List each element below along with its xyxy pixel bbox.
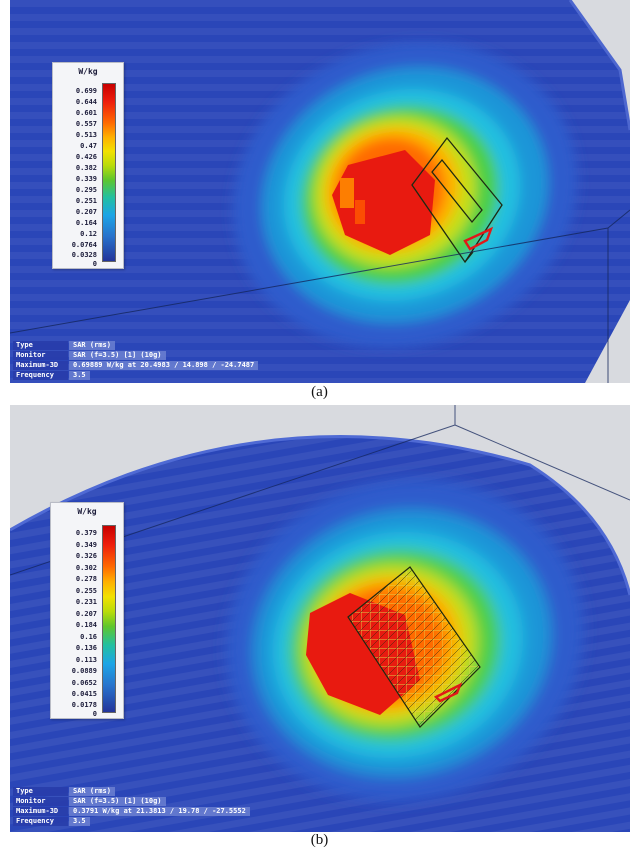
legend-tick: 0.251	[75, 197, 97, 205]
legend-tick: 0.184	[75, 621, 97, 629]
legend-unit-label: W/kg	[77, 507, 97, 516]
legend-tick: 0.47	[80, 142, 97, 150]
feed-port-b	[433, 682, 463, 703]
legend-tick: 0.513	[75, 131, 97, 139]
info-value: SAR (f=3.5) [1] (10g)	[69, 351, 166, 360]
legend-tick: 0.339	[75, 175, 97, 183]
legend-tick: 0.302	[75, 564, 97, 572]
sar-panel-b: W/kg 0.379 0.349 0.326 0.302 0.278 0.255…	[10, 405, 630, 832]
legend-tick: 0.0328	[71, 251, 97, 259]
legend-tick: 0.0178	[71, 701, 97, 709]
legend-tick: 0.699	[75, 87, 97, 95]
legend-tick: 0.278	[75, 575, 97, 583]
legend-tick: 0.426	[75, 153, 97, 161]
info-value: 3.5	[69, 371, 90, 380]
legend-tick: 0.644	[75, 98, 97, 106]
legend-unit-label: W/kg	[78, 67, 98, 76]
legend-tick: 0.0889	[71, 667, 97, 675]
legend-tick: 0	[92, 710, 97, 718]
color-legend-a: W/kg 0.699 0.644 0.601 0.557 0.513 0.47 …	[52, 62, 124, 269]
legend-tick: 0.207	[75, 208, 97, 216]
info-value: SAR (rms)	[69, 341, 115, 350]
info-value: 0.69889 W/kg at 20.4983 / 14.898 / -24.7…	[69, 361, 259, 370]
legend-color-bar	[102, 525, 116, 713]
legend-tick: 0.164	[75, 219, 97, 227]
sar-field-plot-b	[10, 405, 630, 832]
legend-tick: 0	[92, 260, 97, 268]
info-key: Frequency	[13, 817, 68, 826]
info-value: 0.3791 W/kg at 21.3813 / 19.78 / -27.555…	[69, 807, 250, 816]
color-legend-b: W/kg 0.379 0.349 0.326 0.302 0.278 0.255…	[50, 502, 124, 719]
legend-tick: 0.16	[80, 633, 97, 641]
info-key: Maximum-3D	[13, 361, 68, 370]
sar-panel-a: W/kg 0.699 0.644 0.601 0.557 0.513 0.47 …	[10, 0, 630, 383]
legend-color-bar	[102, 83, 116, 262]
legend-tick: 0.255	[75, 587, 97, 595]
feed-port-a	[463, 226, 494, 251]
info-value: SAR (f=3.5) [1] (10g)	[69, 797, 166, 806]
legend-tick: 0.136	[75, 644, 97, 652]
caption-b: (b)	[310, 832, 329, 848]
info-value: SAR (rms)	[69, 787, 115, 796]
legend-tick: 0.231	[75, 598, 97, 606]
legend-tick: 0.382	[75, 164, 97, 172]
info-key: Frequency	[13, 371, 68, 380]
legend-tick: 0.0652	[71, 679, 97, 687]
legend-tick: 0.557	[75, 120, 97, 128]
legend-tick: 0.295	[75, 186, 97, 194]
legend-tick: 0.349	[75, 541, 97, 549]
info-key: Type	[13, 787, 68, 796]
legend-tick: 0.12	[80, 230, 97, 238]
antenna-outline-a	[411, 136, 503, 264]
info-value: 3.5	[69, 817, 90, 826]
sar-field-plot-a	[10, 0, 630, 383]
legend-tick: 0.326	[75, 552, 97, 560]
info-key: Monitor	[13, 351, 68, 360]
info-key: Type	[13, 341, 68, 350]
metasurface-mesh-b	[347, 566, 481, 728]
legend-tick: 0.601	[75, 109, 97, 117]
info-key: Maximum-3D	[13, 807, 68, 816]
legend-tick: 0.207	[75, 610, 97, 618]
legend-tick: 0.379	[75, 529, 97, 537]
legend-tick: 0.0764	[71, 241, 97, 249]
legend-tick: 0.0415	[71, 690, 97, 698]
legend-tick: 0.113	[75, 656, 97, 664]
caption-a: (a)	[311, 384, 328, 400]
info-key: Monitor	[13, 797, 68, 806]
